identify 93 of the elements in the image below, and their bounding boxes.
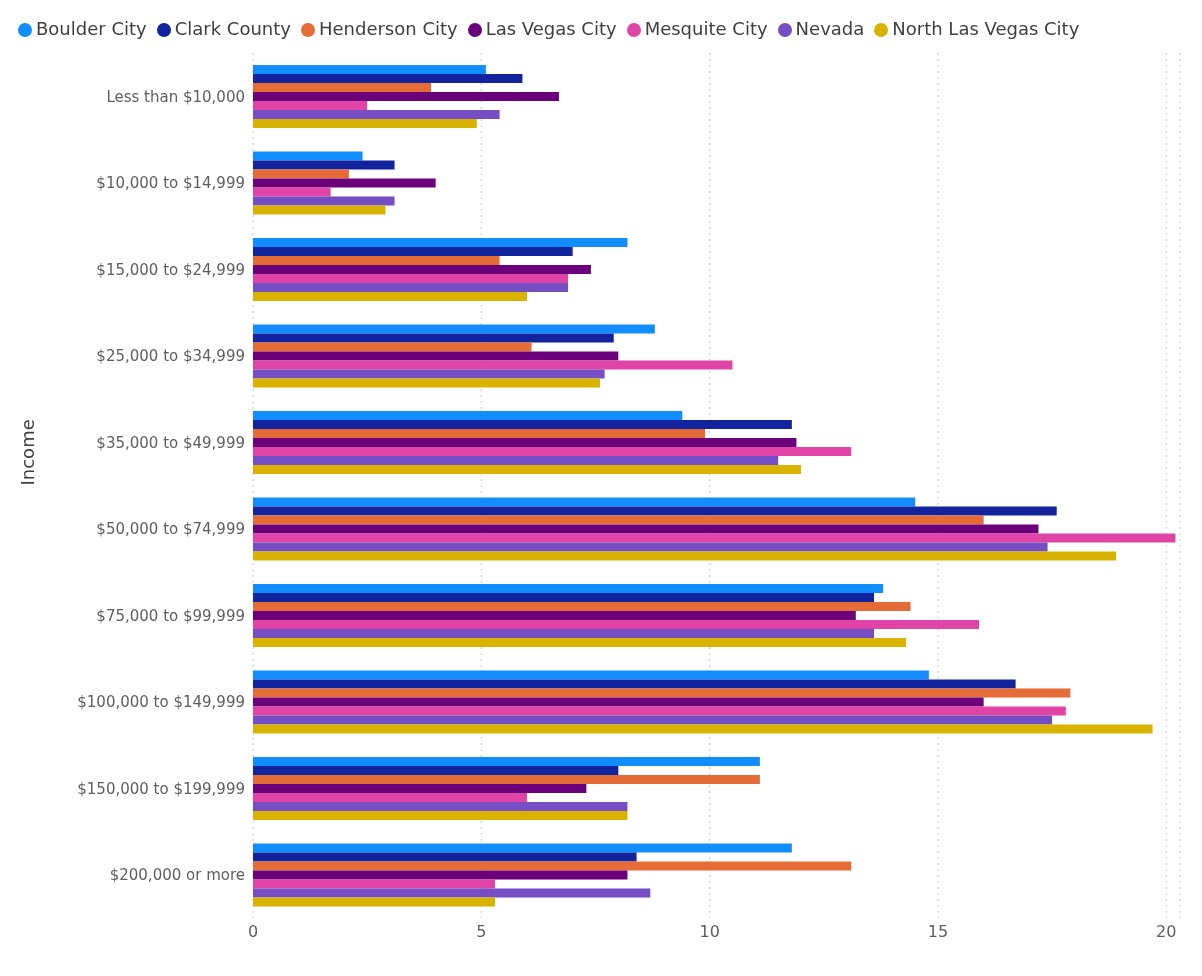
legend-label: Boulder City [36, 18, 147, 39]
y-tick-label: $15,000 to $24,999 [96, 260, 245, 279]
bar [253, 205, 386, 215]
x-tick-label: 10 [699, 922, 720, 942]
bar [253, 515, 984, 525]
x-tick-label: 20 [1156, 922, 1177, 942]
y-tick-label: $100,000 to $149,999 [77, 693, 245, 712]
legend-label: Las Vegas City [485, 18, 617, 39]
legend-label: Henderson City [318, 18, 458, 39]
bar [253, 870, 628, 880]
bar [253, 83, 432, 93]
bar [253, 351, 619, 361]
bar [253, 369, 605, 379]
bar [253, 888, 651, 898]
bar [253, 706, 1066, 716]
bar [253, 101, 368, 111]
bar [253, 784, 587, 794]
bar [253, 724, 1153, 734]
bar [253, 429, 706, 439]
bar [253, 524, 1039, 534]
bar [253, 465, 801, 475]
bar [253, 447, 852, 457]
bar [253, 187, 331, 197]
legend-label: Mesquite City [644, 18, 768, 39]
x-tick-label: 0 [247, 922, 259, 942]
bar [253, 620, 980, 630]
y-tick-label: $50,000 to $74,999 [96, 520, 245, 539]
legend-label: Nevada [795, 18, 865, 39]
bar [253, 333, 614, 343]
x-tick-label: 15 [927, 922, 949, 942]
bar [253, 775, 760, 785]
bar [253, 178, 436, 188]
bar [253, 688, 1071, 698]
bar [253, 360, 733, 370]
y-tick-label: $75,000 to $99,999 [96, 606, 245, 625]
bar [253, 196, 395, 206]
bar [253, 852, 637, 862]
bar [253, 757, 760, 767]
bar [253, 411, 683, 421]
legend-label: North Las Vegas City [892, 18, 1080, 39]
bar [253, 256, 500, 266]
bar [253, 593, 875, 603]
bar [253, 843, 792, 853]
bar [253, 497, 916, 507]
bar [253, 110, 500, 120]
y-tick-label: $200,000 or more [109, 866, 245, 885]
bar [253, 238, 628, 248]
bar [253, 670, 929, 680]
y-tick-label: $35,000 to $49,999 [96, 433, 245, 452]
bar [253, 811, 628, 821]
bar [253, 861, 852, 871]
bar [253, 611, 856, 621]
bar [253, 92, 559, 102]
bar [253, 456, 779, 466]
bar [253, 715, 1053, 725]
bar [253, 65, 486, 75]
bar [253, 793, 527, 803]
y-tick-label: Less than $10,000 [106, 87, 245, 106]
x-tick-label: 5 [476, 922, 487, 942]
bar [253, 766, 619, 776]
bar [253, 324, 655, 334]
bar [253, 378, 601, 388]
bar [253, 283, 569, 293]
y-tick-label: $10,000 to $14,999 [96, 174, 245, 193]
bar [253, 169, 349, 179]
bar [253, 584, 884, 594]
bar [253, 160, 395, 170]
bar [253, 802, 628, 812]
bar [253, 119, 477, 129]
bar [253, 438, 797, 448]
bar [253, 679, 1016, 689]
bar [253, 274, 569, 284]
bar [253, 342, 532, 352]
bar [253, 551, 1117, 561]
bar [253, 879, 496, 889]
y-tick-label: $25,000 to $34,999 [96, 347, 245, 366]
bar [253, 151, 363, 161]
bar [253, 74, 523, 84]
bar [253, 897, 496, 907]
bar [253, 247, 573, 257]
bar [253, 533, 1176, 543]
bar [253, 697, 984, 707]
bar [253, 506, 1057, 516]
bar [253, 420, 792, 430]
bar [253, 638, 907, 648]
y-axis-title: Income [17, 419, 39, 486]
bar [253, 265, 591, 275]
legend-label: Clark County [174, 18, 291, 39]
bar [253, 629, 875, 639]
y-tick-label: $150,000 to $199,999 [77, 779, 245, 798]
bar [253, 292, 527, 302]
bar [253, 542, 1048, 552]
bar [253, 602, 911, 612]
